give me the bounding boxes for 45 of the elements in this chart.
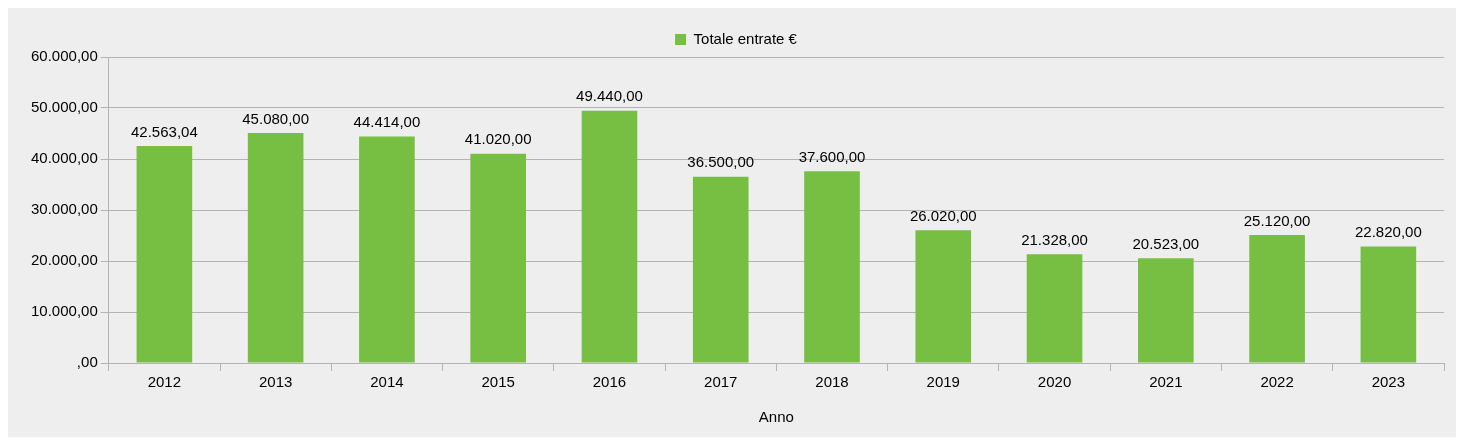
bar — [247, 133, 304, 363]
x-tick-label: 2020 — [1037, 373, 1072, 391]
bar — [1138, 258, 1194, 363]
bar — [136, 145, 193, 363]
x-tick-label: 2014 — [370, 373, 404, 391]
data-label: 20.523,00 — [1132, 234, 1200, 252]
x-tick-label: 2021 — [1149, 373, 1183, 391]
bar — [1360, 246, 1417, 363]
data-label: 21.328,00 — [1021, 230, 1088, 248]
y-tick-label: 50.000,00 — [31, 98, 98, 116]
y-tick-label: 20.000,00 — [31, 251, 98, 269]
x-axis-title: Anno — [758, 408, 794, 426]
x-tick-label: 2023 — [1371, 373, 1406, 391]
data-label: 36.500,00 — [687, 153, 755, 171]
legend-label: Totale entrate € — [693, 29, 798, 47]
y-tick-label: ,00 — [76, 353, 98, 371]
bar — [359, 136, 415, 363]
x-tick-label: 2022 — [1260, 373, 1294, 391]
y-tick-label: 30.000,00 — [31, 200, 98, 218]
data-label: 26.020,00 — [909, 206, 977, 224]
data-label: 41.020,00 — [464, 130, 532, 148]
data-label: 22.820,00 — [1355, 223, 1422, 241]
x-tick-label: 2012 — [147, 373, 182, 391]
y-tick-label: 60.000,00 — [31, 47, 98, 65]
x-tick-label: 2015 — [481, 373, 515, 391]
data-label: 37.600,00 — [798, 147, 866, 165]
x-tick-label: 2013 — [258, 373, 293, 391]
bar — [804, 171, 860, 363]
bar — [1026, 254, 1083, 363]
data-label: 44.414,00 — [353, 113, 421, 131]
bar — [581, 110, 638, 363]
x-tick-label: 2018 — [815, 373, 849, 391]
x-tick-label: 2017 — [704, 373, 738, 391]
y-tick-label: 10.000,00 — [31, 302, 98, 320]
data-label: 45.080,00 — [242, 109, 310, 127]
bar — [915, 230, 972, 363]
data-label: 42.563,04 — [131, 122, 198, 140]
bar — [470, 153, 526, 363]
bar — [1249, 234, 1305, 363]
x-tick-label: 2019 — [926, 373, 960, 391]
bar — [692, 176, 749, 363]
data-label: 49.440,00 — [576, 87, 643, 105]
x-tick-label: 2016 — [592, 373, 627, 391]
y-tick-label: 40.000,00 — [31, 149, 98, 167]
data-label: 25.120,00 — [1243, 211, 1311, 229]
